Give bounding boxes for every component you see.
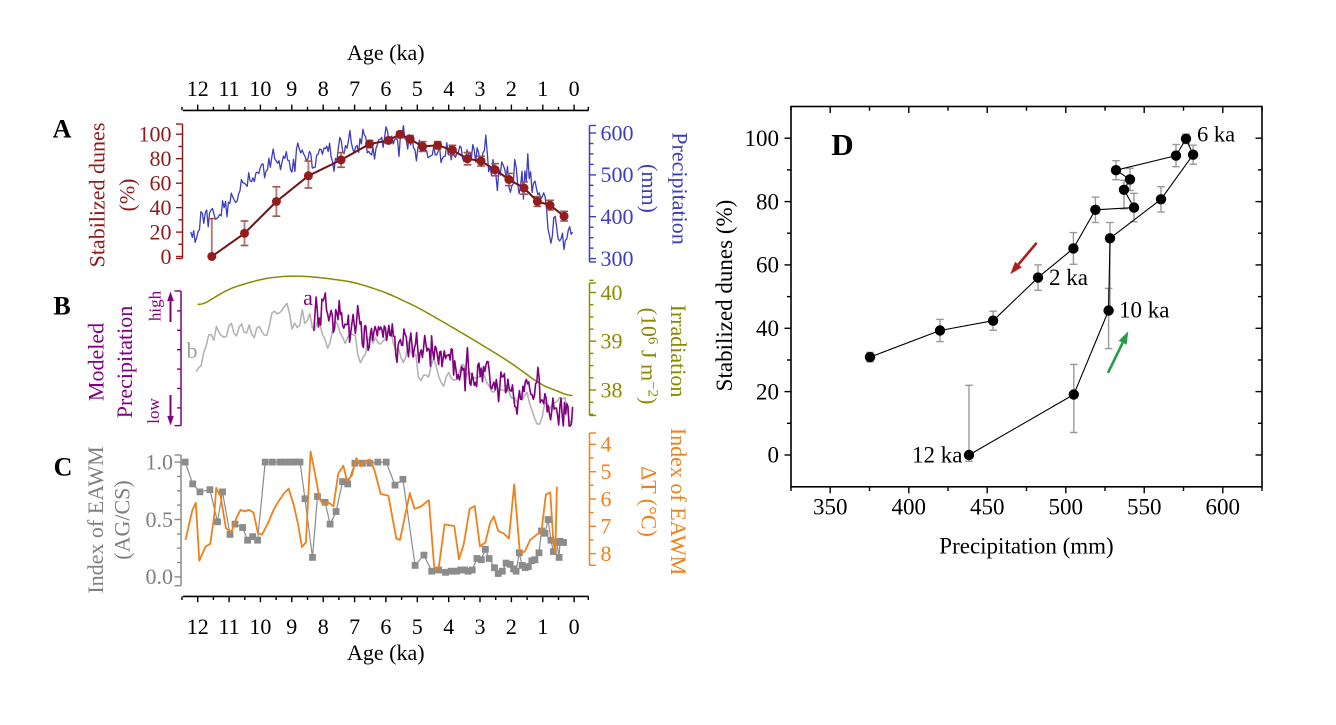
svg-text:12: 12 [187,614,209,639]
svg-text:5: 5 [601,459,612,484]
svg-text:0: 0 [569,614,580,639]
svg-text:80: 80 [150,146,172,171]
svg-text:Age (ka): Age (ka) [347,640,425,665]
svg-text:8: 8 [318,76,329,101]
svg-text:350: 350 [813,495,848,520]
svg-text:0: 0 [569,76,580,101]
svg-text:9: 9 [286,76,297,101]
svg-text:60: 60 [756,253,779,278]
svg-text:1: 1 [537,614,548,639]
svg-text:b: b [187,338,198,363]
svg-text:6: 6 [380,614,391,639]
svg-text:7: 7 [349,76,360,101]
svg-text:Precipitation: Precipitation [668,132,693,244]
svg-text:11: 11 [219,76,240,101]
svg-text:0: 0 [768,443,780,468]
svg-text:12 ka: 12 ka [912,443,962,468]
svg-text:2: 2 [506,614,517,639]
svg-text:5: 5 [412,614,423,639]
svg-text:3: 3 [475,614,486,639]
svg-text:ΔT (°C): ΔT (°C) [637,466,662,537]
svg-text:high: high [146,290,165,321]
svg-text:Precipitation (mm): Precipitation (mm) [939,534,1113,559]
svg-text:450: 450 [970,495,1005,520]
svg-text:11: 11 [219,614,240,639]
svg-text:D: D [831,127,853,162]
svg-text:(%): (%) [115,179,140,212]
svg-text:80: 80 [756,189,779,214]
svg-text:500: 500 [601,162,634,187]
svg-text:60: 60 [150,171,172,196]
svg-text:100: 100 [745,126,780,151]
svg-text:4: 4 [601,432,612,457]
svg-text:a: a [303,285,313,310]
svg-text:10 ka: 10 ka [1119,298,1169,323]
svg-text:500: 500 [1049,495,1084,520]
svg-text:B: B [53,292,70,321]
svg-text:3: 3 [475,76,486,101]
svg-text:0.0: 0.0 [146,564,174,589]
svg-text:12: 12 [187,76,209,101]
svg-text:39: 39 [601,329,623,354]
svg-text:2 ka: 2 ka [1049,265,1088,290]
svg-text:100: 100 [139,122,172,147]
svg-text:8: 8 [601,541,612,566]
svg-text:8: 8 [318,614,329,639]
svg-text:Stabilized dunes (%): Stabilized dunes (%) [712,200,737,392]
svg-text:0: 0 [161,244,172,269]
svg-text:Irradiation: Irradiation [666,305,691,398]
svg-text:0.5: 0.5 [146,507,174,532]
svg-text:(mm): (mm) [637,164,662,213]
svg-text:2: 2 [506,76,517,101]
svg-text:600: 600 [1206,495,1241,520]
svg-text:(AG/CS): (AG/CS) [110,480,135,559]
svg-text:400: 400 [892,495,927,520]
svg-text:6: 6 [601,486,612,511]
svg-text:Stabilized dunes: Stabilized dunes [85,123,110,268]
svg-text:Index of EAWM: Index of EAWM [83,446,108,593]
svg-text:4: 4 [443,614,454,639]
svg-text:6: 6 [380,76,391,101]
svg-text:40: 40 [601,280,623,305]
svg-text:Age (ka): Age (ka) [347,40,425,65]
svg-text:9: 9 [286,614,297,639]
svg-text:low: low [144,398,163,424]
svg-text:(106 J m−2): (106 J m−2) [637,308,662,405]
svg-text:20: 20 [150,219,172,244]
svg-text:Index of EAWM: Index of EAWM [666,428,691,575]
svg-text:300: 300 [601,246,634,271]
svg-text:40: 40 [756,316,779,341]
svg-text:6 ka: 6 ka [1197,122,1235,147]
svg-text:7: 7 [349,614,360,639]
svg-text:A: A [53,115,72,144]
svg-text:600: 600 [601,120,634,145]
svg-text:Modeled: Modeled [84,323,109,401]
svg-text:10: 10 [249,76,271,101]
svg-text:7: 7 [601,514,612,539]
svg-text:38: 38 [601,377,623,402]
svg-text:400: 400 [601,204,634,229]
svg-text:Precipitation: Precipitation [112,306,137,418]
svg-text:1.0: 1.0 [146,449,174,474]
svg-text:1: 1 [537,76,548,101]
svg-text:10: 10 [249,614,271,639]
svg-text:4: 4 [443,76,454,101]
svg-text:20: 20 [756,379,779,404]
svg-text:550: 550 [1127,495,1162,520]
svg-text:40: 40 [150,195,172,220]
svg-text:5: 5 [412,76,423,101]
svg-text:C: C [54,453,73,482]
